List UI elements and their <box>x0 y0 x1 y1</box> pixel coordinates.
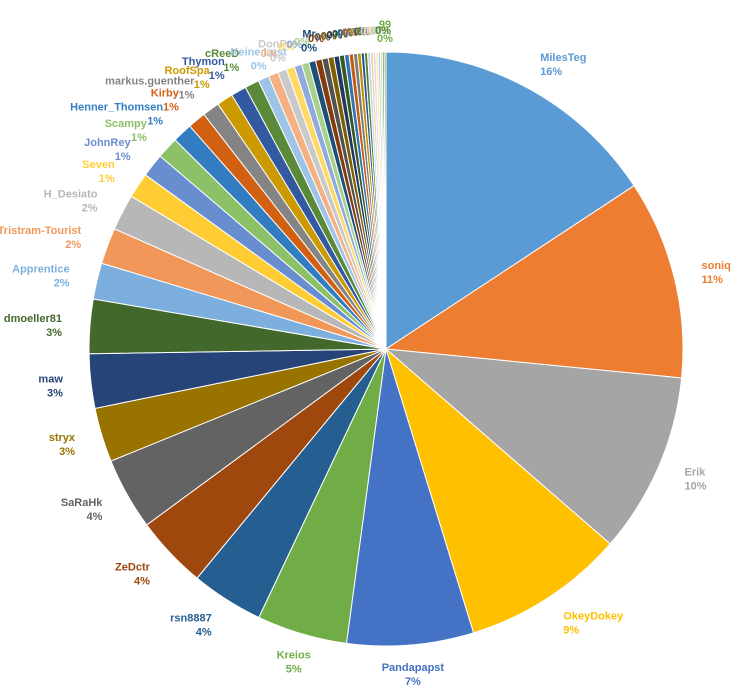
slice-percent-label: 1% <box>223 62 239 74</box>
pie-slice <box>385 347 611 634</box>
slice-name-label: JohnRey <box>84 137 131 149</box>
slice-percent-label: 0% <box>261 48 277 60</box>
slice-name-label: cReeD <box>205 48 239 60</box>
slice-percent-label: 1% <box>178 90 194 102</box>
slice-percent-label: 5% <box>286 664 302 676</box>
slice-name-label: Tristram-Tourist <box>0 225 82 237</box>
slice-name-label: Thymon <box>182 56 225 68</box>
slice-percent-label: 0% <box>366 25 382 37</box>
slice-percent-label: 3% <box>47 387 63 399</box>
slice-name-label: Mr <box>302 29 316 41</box>
slice-name-label: rsn8887 <box>170 612 212 624</box>
slice-percent-label: 0% <box>375 25 391 37</box>
slice-name-label: stryx <box>49 432 76 444</box>
slice-percent-label: 0% <box>377 33 393 45</box>
slice-percent-label: 0% <box>357 26 373 38</box>
slice-name-label: Pandapapst <box>382 662 445 674</box>
slice-percent-label: 1% <box>131 132 147 144</box>
slice-name-label: ZeDctr <box>115 561 151 573</box>
slice-percent-label: 0% <box>363 25 379 37</box>
slice-name-label: OkeyDokey <box>563 610 624 622</box>
slice-name-label: dmoeller81 <box>4 313 62 325</box>
slice-percent-label: 7% <box>405 676 421 688</box>
slice-percent-label: 0% <box>342 27 358 39</box>
slice-percent-label: 0% <box>337 28 353 40</box>
slice-percent-label: 0% <box>369 25 385 37</box>
slice-name-label: Kirby <box>151 88 180 100</box>
slice-name-label: SaRaHk <box>61 497 103 509</box>
slice-percent-label: 0% <box>332 28 348 40</box>
slice-name-label: 99 <box>379 19 391 31</box>
slice-percent-label: 0% <box>346 27 362 39</box>
slice-percent-label: 10% <box>685 481 707 493</box>
slice-name-label: Keine Lust <box>230 47 287 59</box>
slice-percent-label: 3% <box>59 446 75 458</box>
slice-name-label: Seven <box>82 159 115 171</box>
slice-percent-label: 3% <box>46 327 62 339</box>
slice-percent-label: 1% <box>147 116 163 128</box>
slice-name-label: Scampy <box>105 118 148 130</box>
pie-slices <box>88 51 684 647</box>
slice-percent-label: 9% <box>563 624 579 636</box>
slice-percent-label: 2% <box>65 239 81 251</box>
slice-percent-label: 4% <box>86 511 102 523</box>
pie-slice <box>345 348 475 647</box>
slice-percent-label: 0% <box>327 29 343 41</box>
slice-percent-label: 0% <box>371 25 387 37</box>
slice-percent-label: 0% <box>360 26 376 38</box>
slice-name-label: markus.guenther <box>105 76 195 88</box>
pie-labels: MilesTeg 16% soniq 11% Erik 10% OkeyDokey 9% Pan… <box>0 19 731 688</box>
slice-percent-label: 0% <box>321 30 337 42</box>
pie-slice <box>384 185 684 379</box>
slice-name-label: maw <box>38 373 63 385</box>
slice-name-label: DonPro <box>258 39 298 51</box>
slice-name-label: Henner_Thomsen <box>70 102 163 114</box>
slice-name-label: MilesTeg <box>540 52 586 64</box>
pie-slice <box>385 51 635 350</box>
slice-name-label: Apprentice <box>12 264 69 276</box>
slice-percent-label: 1% <box>194 79 210 91</box>
slice-percent-label: 0% <box>251 61 267 73</box>
slice-percent-label: 2% <box>82 202 98 214</box>
slice-percent-label: 1% <box>99 173 115 185</box>
slice-percent-label: 0% <box>270 53 286 65</box>
slice-percent-label: 11% <box>702 274 724 286</box>
pie-slice <box>383 51 387 350</box>
slice-percent-label: 1% <box>163 102 179 114</box>
slice-percent-label: 1% <box>209 70 225 82</box>
slice-percent-label: 0% <box>315 32 331 44</box>
slice-percent-label: 0% <box>350 26 366 38</box>
slice-percent-label: 0% <box>294 37 310 49</box>
slice-name-label: Kreios <box>277 650 311 662</box>
slice-percent-label: 4% <box>196 626 212 638</box>
slice-percent-label: 0% <box>286 39 302 51</box>
slice-percent-label: 1% <box>115 151 131 163</box>
slice-percent-label: 0% <box>308 33 324 45</box>
slice-percent-label: 2% <box>54 278 70 290</box>
pie-slice <box>384 348 683 545</box>
slice-percent-label: 0% <box>279 42 295 54</box>
slice-name-label: RoofSpa <box>164 65 210 77</box>
slice-percent-label: 0% <box>354 26 370 38</box>
slice-name-label: soniq <box>702 260 731 272</box>
slice-percent-label: 4% <box>134 575 150 587</box>
slice-name-label: Erik <box>685 467 707 479</box>
slice-percent-label: 16% <box>540 66 562 78</box>
slice-name-label: H_Desiato <box>44 188 98 200</box>
slice-percent-label: 0% <box>301 43 317 55</box>
slice-percent-label: 0% <box>373 25 389 37</box>
